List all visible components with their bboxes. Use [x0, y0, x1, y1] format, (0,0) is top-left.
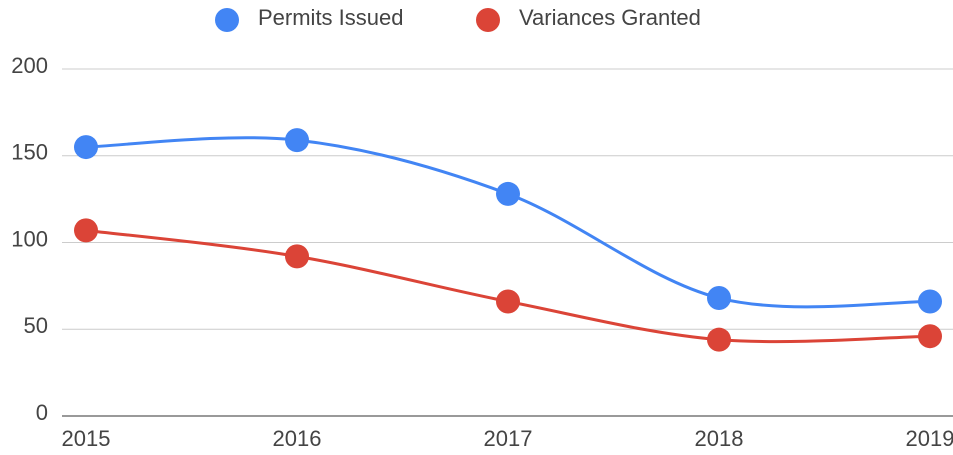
series-line — [85, 136, 931, 309]
data-point — [285, 128, 309, 153]
data-point — [707, 327, 731, 352]
y-tick-label: 0 — [36, 400, 48, 425]
data-point — [496, 181, 520, 206]
x-tick-label: 2015 — [62, 426, 111, 451]
data-point — [74, 135, 98, 160]
legend-label: Permits Issued — [258, 5, 404, 30]
data-point — [918, 324, 942, 349]
y-tick-label: 200 — [11, 53, 48, 78]
data-point — [496, 289, 520, 314]
x-tick-label: 2018 — [695, 426, 744, 451]
y-tick-label: 100 — [11, 226, 48, 251]
data-point — [918, 289, 942, 314]
legend-label: Variances Granted — [519, 5, 701, 30]
series-line — [85, 228, 931, 344]
legend-swatch — [215, 8, 239, 32]
legend-swatch — [476, 8, 500, 32]
data-point — [285, 244, 309, 269]
y-tick-label: 150 — [11, 140, 48, 165]
y-tick-label: 50 — [24, 313, 48, 338]
data-point — [74, 218, 98, 243]
x-tick-label: 2017 — [484, 426, 533, 451]
data-point — [707, 286, 731, 311]
x-tick-label: 2019 — [906, 426, 953, 451]
x-tick-label: 2016 — [273, 426, 322, 451]
